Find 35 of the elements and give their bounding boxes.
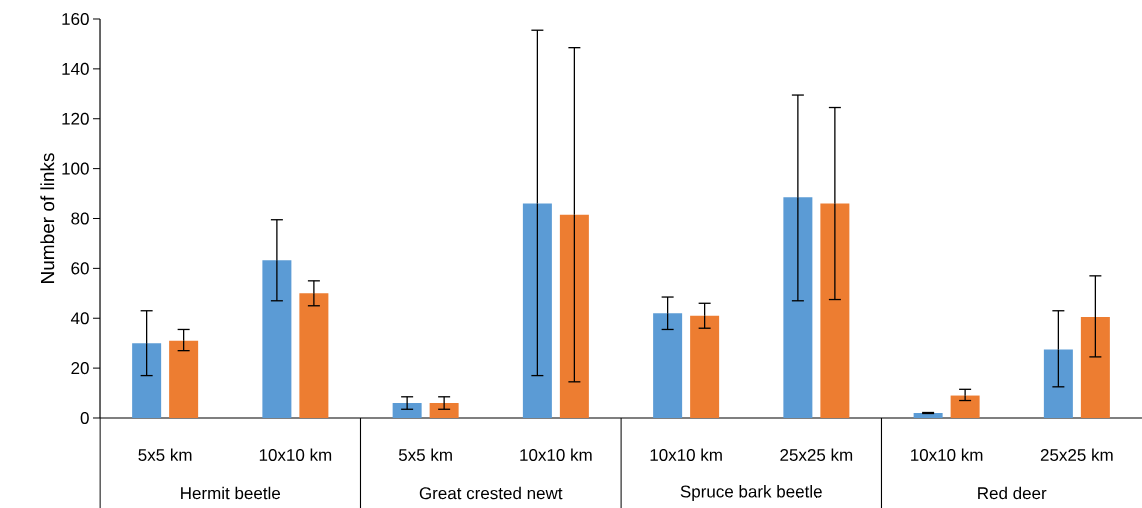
x-tick-label: 25x25 km <box>1040 448 1113 462</box>
bar <box>913 413 943 418</box>
bar <box>653 313 683 418</box>
bar <box>1080 316 1110 418</box>
y-tick-label: 60 <box>71 262 89 275</box>
bar <box>690 315 720 418</box>
y-tick-label: 120 <box>62 112 89 125</box>
bar <box>132 343 162 418</box>
bar <box>299 293 329 418</box>
y-tick-label: 20 <box>71 362 89 375</box>
x-tick-label: 5x5 km <box>398 448 452 462</box>
x-tick-label: 10x10 km <box>650 448 722 462</box>
bar <box>169 340 199 418</box>
text: Hermit beetle <box>181 486 281 500</box>
y-tick-label: 0 <box>80 411 89 425</box>
y-tick-label: 40 <box>70 312 89 325</box>
text: Spruce bark beetle <box>680 485 822 501</box>
bar <box>950 395 980 418</box>
bar <box>783 197 813 418</box>
x-tick-label: 25x25 km <box>780 448 853 462</box>
x-tick-label: 10x10 km <box>911 448 983 462</box>
y-tick-label: 160 <box>62 12 89 26</box>
bar <box>820 203 850 418</box>
y-tick-label: 140 <box>62 62 89 75</box>
y-tick-label: 80 <box>71 212 89 225</box>
x-tick-label: 5x5 km <box>138 448 192 462</box>
x-tick-label: 10x10 km <box>259 448 332 462</box>
bar <box>429 403 459 418</box>
bar <box>262 260 292 418</box>
y-axis-title: Number of links <box>40 153 55 283</box>
text: Great crested newt <box>419 486 563 500</box>
y-tick-label: 100 <box>62 162 89 175</box>
bar <box>392 403 422 418</box>
text: Red deer <box>978 486 1047 500</box>
x-tick-label: 10x10 km <box>520 448 592 462</box>
